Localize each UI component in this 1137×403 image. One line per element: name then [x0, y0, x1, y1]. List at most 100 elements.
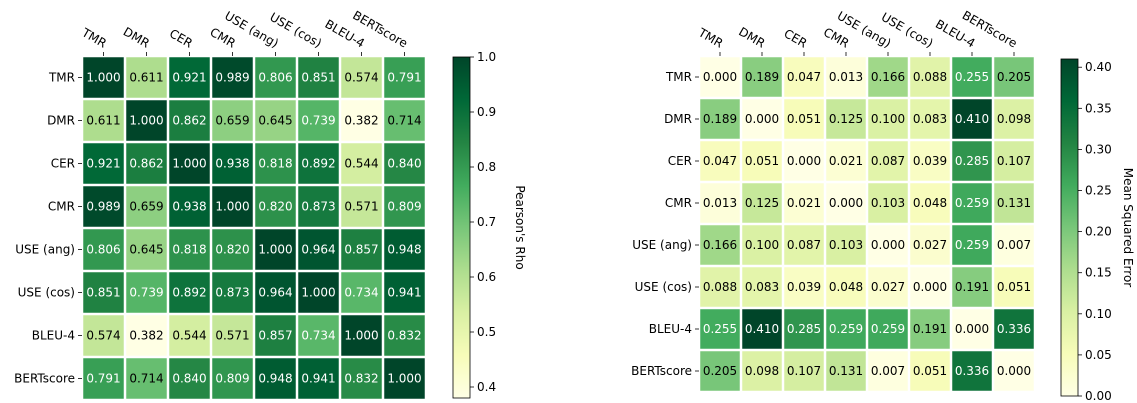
heatmap-cell	[212, 358, 253, 399]
cell-value-label: 0.659	[129, 200, 163, 214]
heatmap-cell	[212, 186, 253, 227]
heatmap-cell	[341, 358, 382, 399]
cell-value-label: 0.964	[258, 286, 292, 300]
cell-value-label: 0.051	[787, 112, 821, 126]
heatmap-cell	[83, 315, 124, 356]
heatmap-cell	[742, 99, 782, 139]
heatmap-cell	[910, 351, 950, 391]
cell-value-label: 0.382	[344, 114, 378, 128]
heatmap-cell	[126, 315, 167, 356]
heatmap-cell	[700, 141, 740, 181]
x-tick-label-dmr: DMR	[121, 25, 152, 51]
heatmap-cell	[868, 225, 908, 265]
colorbar-tick-label: 1.0	[477, 50, 496, 64]
cell-value-label: 0.039	[787, 280, 821, 294]
cell-value-label: 0.948	[387, 243, 421, 257]
cell-value-label: 0.000	[955, 322, 989, 336]
heatmap-cell	[700, 351, 740, 391]
heatmap-cell	[255, 358, 296, 399]
cell-value-label: 0.088	[703, 280, 737, 294]
cell-value-label: 0.000	[829, 196, 863, 210]
y-tick-label-dmr: DMR	[664, 112, 692, 126]
colorbar-tick-label: 0.9	[477, 105, 496, 119]
cell-value-label: 0.410	[745, 322, 779, 336]
cell-value-label: 0.000	[913, 280, 947, 294]
heatmap-cell	[742, 267, 782, 307]
cell-value-label: 0.941	[387, 286, 421, 300]
heatmap-cell	[700, 99, 740, 139]
cell-value-label: 0.791	[387, 71, 421, 85]
cell-value-label: 0.125	[745, 196, 779, 210]
heatmap-cell	[126, 143, 167, 184]
cell-value-label: 0.013	[703, 196, 737, 210]
heatmap-cell	[212, 57, 253, 98]
y-tick-label-cer: CER	[668, 154, 692, 168]
y-tick-label-tmr: TMR	[48, 71, 75, 85]
cell-value-label: 0.083	[913, 112, 947, 126]
heatmap-cell	[298, 143, 339, 184]
cell-value-label: 1.000	[387, 372, 421, 386]
y-tick-label-dmr: DMR	[47, 114, 75, 128]
cell-value-label: 0.571	[344, 200, 378, 214]
y-tick-label-bertscore: BERTscore	[631, 364, 692, 378]
heatmap-cell	[341, 143, 382, 184]
heatmap-cell	[952, 57, 992, 97]
heatmap-cell	[910, 183, 950, 223]
heatmap-cell	[994, 351, 1034, 391]
heatmap-cell	[298, 272, 339, 313]
cell-value-label: 0.047	[787, 70, 821, 84]
cell-value-label: 1.000	[258, 243, 292, 257]
heatmap-cell	[298, 100, 339, 141]
heatmap-cell	[742, 225, 782, 265]
heatmap-cell	[212, 229, 253, 270]
heatmap-cell	[298, 186, 339, 227]
y-tick-label-use-ang: USE (ang)	[632, 238, 692, 252]
cell-value-label: 0.259	[955, 196, 989, 210]
heatmap-cell	[784, 267, 824, 307]
heatmap-cell	[384, 57, 425, 98]
cell-value-label: 0.410	[955, 112, 989, 126]
cell-value-label: 0.873	[215, 286, 249, 300]
y-tick-label-cmr: CMR	[48, 200, 75, 214]
cell-value-label: 0.806	[258, 71, 292, 85]
heatmap-cell	[742, 57, 782, 97]
cell-value-label: 0.336	[997, 322, 1031, 336]
heatmap-cell	[700, 183, 740, 223]
colorbar-tick-label: 0.30	[1085, 142, 1112, 156]
heatmap-cell	[384, 100, 425, 141]
cell-value-label: 0.964	[301, 243, 335, 257]
cell-value-label: 0.047	[703, 154, 737, 168]
cell-value-label: 0.007	[997, 238, 1031, 252]
cell-value-label: 0.336	[955, 364, 989, 378]
y-tick-label-bleu-4: BLEU-4	[649, 322, 692, 336]
cell-value-label: 0.544	[344, 157, 378, 171]
colorbar-tick-label: 0.40	[1085, 60, 1112, 74]
x-tick-label-cmr: CMR	[208, 25, 238, 51]
heatmap-cell	[742, 183, 782, 223]
heatmap-cell	[126, 57, 167, 98]
heatmap-cell	[826, 141, 866, 181]
colorbar-tick-label: 0.6	[477, 270, 496, 284]
cell-value-label: 0.087	[787, 238, 821, 252]
heatmap-cell	[255, 315, 296, 356]
cell-value-label: 0.191	[913, 322, 947, 336]
cell-value-label: 0.921	[86, 157, 120, 171]
cell-value-label: 0.791	[86, 372, 120, 386]
heatmap-cell	[910, 57, 950, 97]
cell-value-label: 0.285	[787, 322, 821, 336]
y-tick-label-use-ang: USE (ang)	[15, 243, 75, 257]
cell-value-label: 0.809	[387, 200, 421, 214]
heatmap-cell	[994, 309, 1034, 349]
cell-value-label: 0.131	[997, 196, 1031, 210]
heatmap-cell	[126, 358, 167, 399]
heatmap-cell	[169, 143, 210, 184]
heatmap-cell	[255, 100, 296, 141]
heatmap-cell	[994, 183, 1034, 223]
cell-value-label: 0.166	[703, 238, 737, 252]
heatmap-cell	[826, 99, 866, 139]
y-tick-label-use-cos: USE (cos)	[635, 280, 692, 294]
heatmap-cell	[83, 229, 124, 270]
heatmap-cell	[212, 100, 253, 141]
cell-value-label: 0.259	[871, 322, 905, 336]
heatmap-cell	[169, 229, 210, 270]
